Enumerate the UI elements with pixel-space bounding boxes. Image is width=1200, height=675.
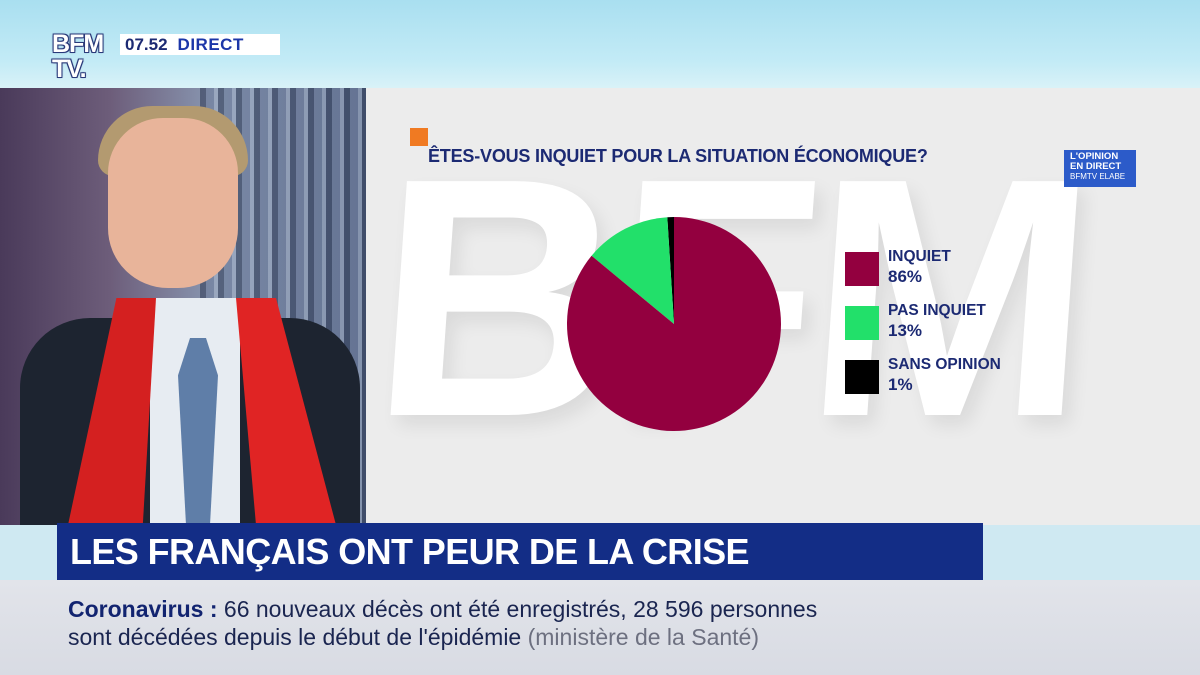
ticker-text-1: 66 nouveaux décès ont été enregistrés, 2…: [223, 596, 818, 622]
legend-label-sans-opinion: SANS OPINION: [888, 356, 1001, 373]
legend-swatch-pas-inquiet: [845, 306, 879, 340]
legend-swatch-inquiet: [845, 252, 879, 286]
pie-chart: [567, 217, 781, 431]
legend-item-inquiet: INQUIET 86%: [845, 246, 1085, 294]
legend-label-inquiet: INQUIET: [888, 248, 951, 265]
badge-line1: L'OPINION: [1070, 151, 1119, 162]
bfmtv-logo: BFM TV.: [52, 32, 112, 84]
logo-line2: TV.: [52, 55, 87, 83]
presenter-tie: [178, 338, 218, 525]
ticker-text-2: sont décédées depuis le début de l'épidé…: [68, 624, 522, 650]
pie-slice-sans-opinion: [667, 217, 674, 324]
badge-line2: EN DIRECT: [1070, 161, 1122, 172]
ticker-line-1: Coronavirus : 66 nouveaux décès ont été …: [68, 596, 817, 623]
legend-value-inquiet: 86%: [888, 267, 923, 286]
clock-bar: 07.52 DIRECT: [120, 34, 280, 55]
ticker-source: (ministère de la Santé): [527, 624, 759, 650]
legend-swatch-sans-opinion: [845, 360, 879, 394]
legend-label-pas-inquiet: PAS INQUIET: [888, 302, 986, 319]
clock: 07.52: [120, 34, 174, 55]
logo-line1: BFM: [52, 30, 104, 58]
accent-square: [410, 128, 428, 146]
live-label: DIRECT: [177, 34, 244, 54]
ticker-topic: Coronavirus :: [68, 596, 218, 622]
legend-value-pas-inquiet: 13%: [888, 321, 923, 340]
pie-slice-inquiet: [567, 217, 781, 431]
legend-value-sans-opinion: 1%: [888, 375, 913, 394]
legend-item-sans-opinion: SANS OPINION 1%: [845, 354, 1085, 402]
presenter-video: [0, 88, 366, 525]
opinion-badge: L'OPINION EN DIRECT BFMTV ELABE: [1064, 150, 1136, 187]
ticker-line-2: sont décédées depuis le début de l'épidé…: [68, 624, 759, 651]
presenter-head: [108, 118, 238, 288]
headline-banner: LES FRANÇAIS ONT PEUR DE LA CRISE: [57, 523, 983, 580]
pie-slice-pas-inquiet: [591, 217, 674, 324]
legend-item-pas-inquiet: PAS INQUIET 13%: [845, 300, 1085, 348]
news-ticker: [0, 580, 1200, 675]
chart-title: ÊTES-VOUS INQUIET POUR LA SITUATION ÉCON…: [428, 146, 928, 166]
badge-line3: BFMTV ELABE: [1070, 172, 1126, 181]
poll-graphic: BFM: [366, 88, 1200, 525]
